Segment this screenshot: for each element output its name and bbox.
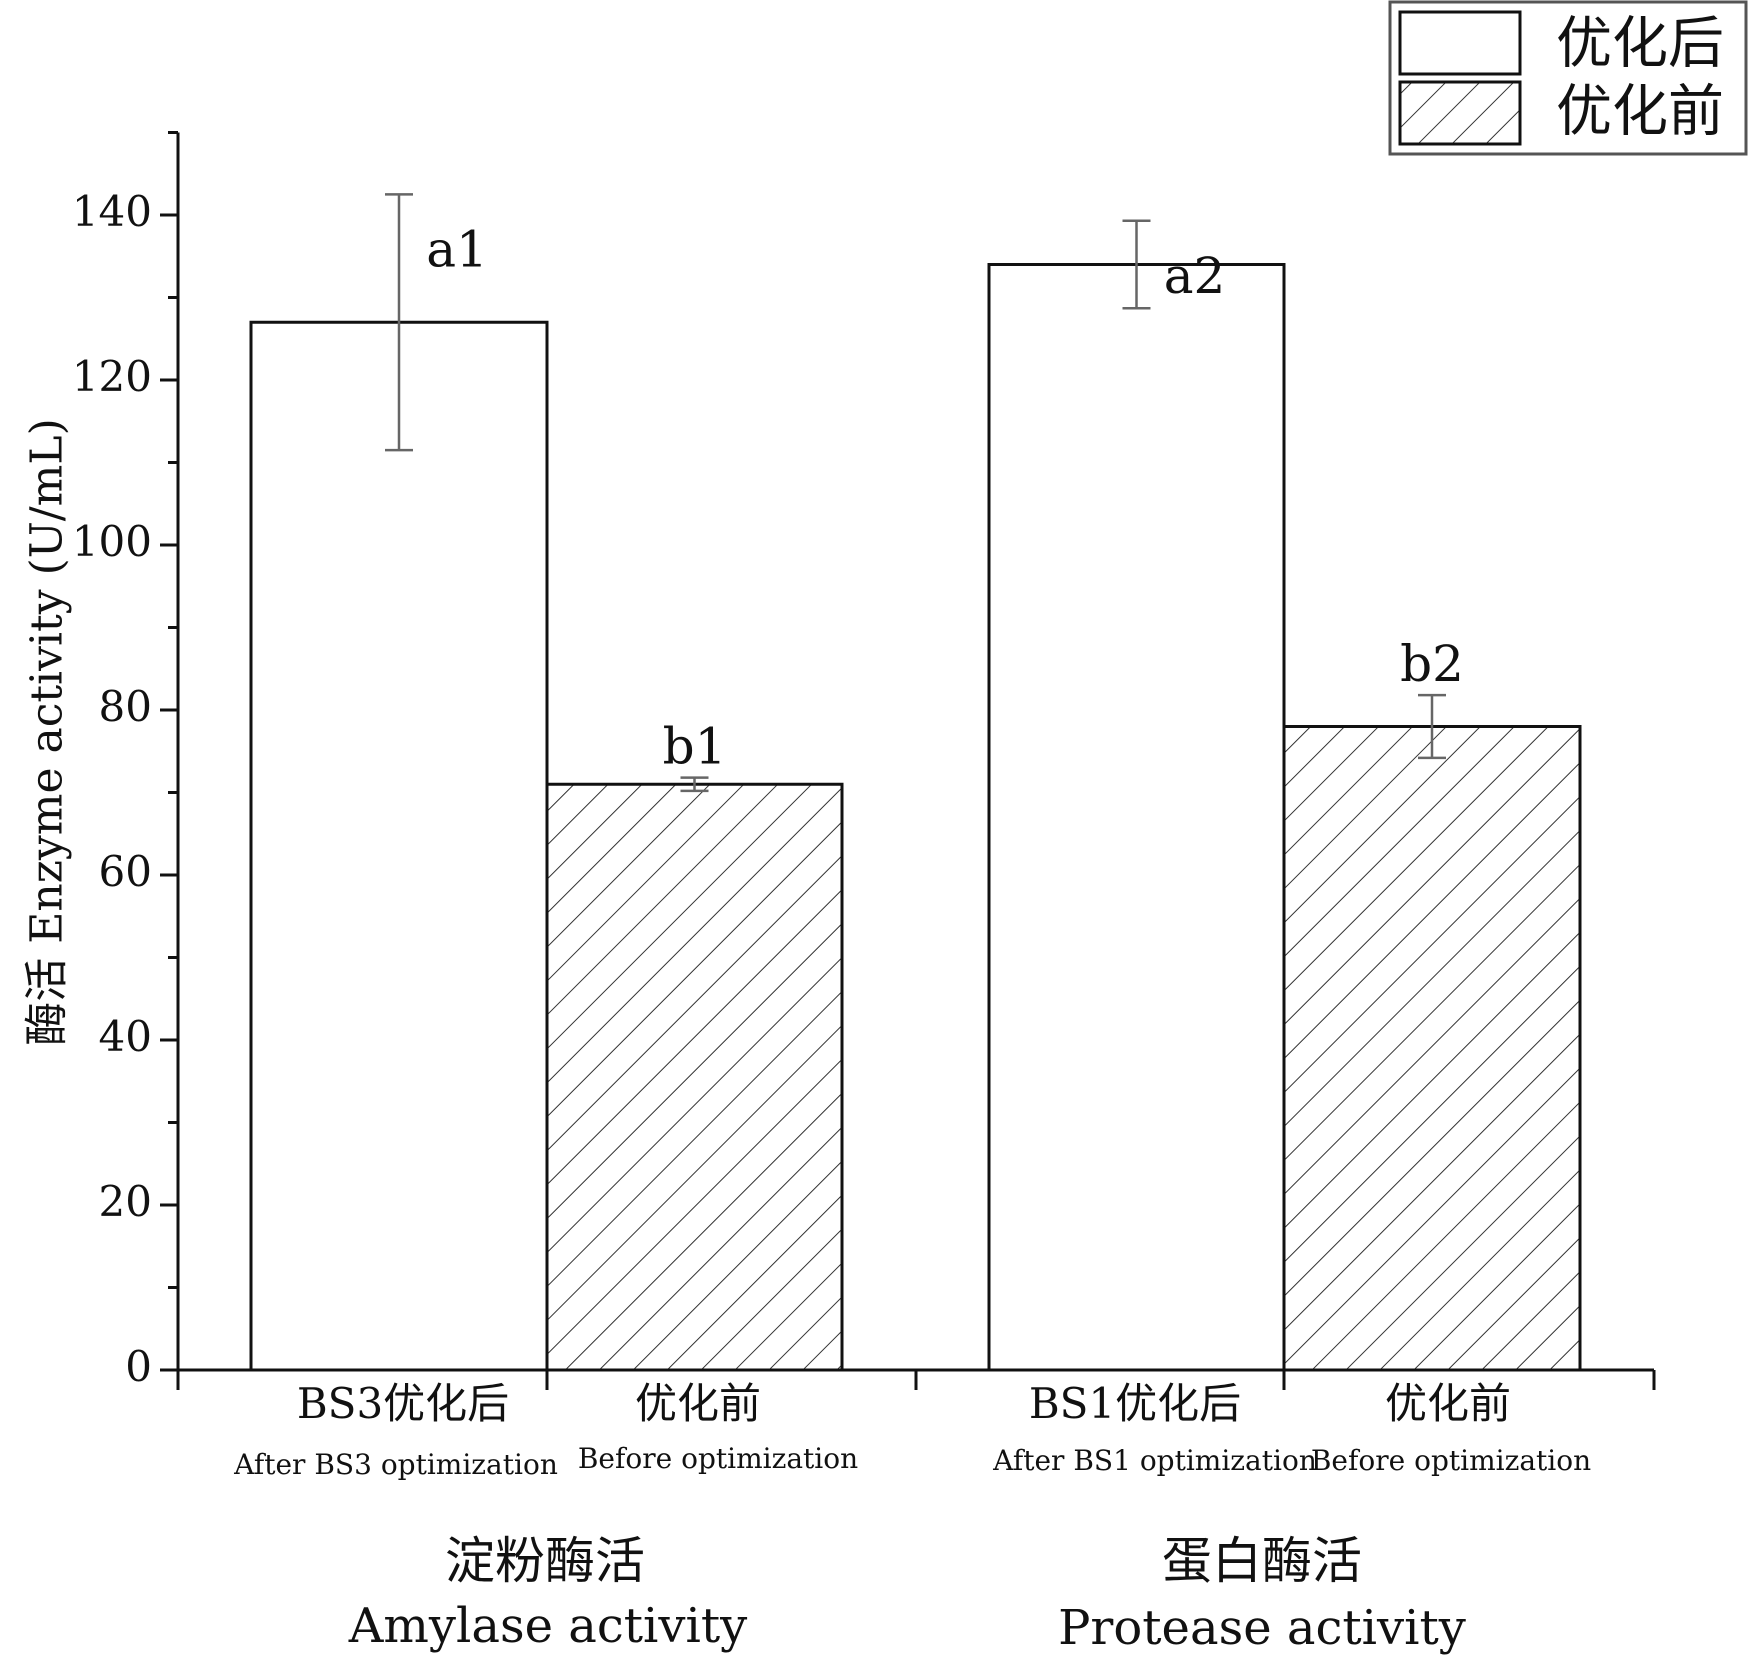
category-label-cn: BS3优化后: [297, 1379, 509, 1428]
bar: [545, 782, 844, 1372]
category-label-en: After BS3 optimization: [233, 1448, 558, 1481]
significance-label: a2: [1164, 247, 1226, 305]
bar: [1282, 725, 1582, 1372]
y-tick-label: 100: [72, 517, 152, 566]
legend-swatch-before: [1398, 80, 1522, 146]
category-labels: BS3优化后 After BS3 optimization 优化前 Before…: [233, 1379, 1591, 1481]
significance-label: b2: [1400, 635, 1464, 693]
category-label-en: After BS1 optimization: [992, 1444, 1317, 1477]
legend: 优化后 优化前: [1388, 0, 1748, 156]
category-label-cn: 优化前: [635, 1379, 761, 1428]
legend-swatch-after: [1398, 10, 1522, 76]
y-tick-label: 140: [72, 187, 152, 236]
category-label-en: Before optimization: [578, 1442, 858, 1475]
legend-label-after: 优化后: [1556, 12, 1724, 77]
y-tick-label: 0: [125, 1342, 152, 1391]
plot-area: a1 b1 a2 b2 0 20 40 60 80 100 120 140: [72, 131, 1656, 1391]
bar: [249, 320, 549, 1372]
group-label-en: Protease activity: [1058, 1600, 1466, 1655]
y-axis-title: 酶活 Enzyme activity (U/mL): [22, 418, 73, 1046]
y-tick-label: 20: [99, 1177, 152, 1226]
group-labels: 淀粉酶活 Amylase activity 蛋白酶活 Protease acti…: [348, 1532, 1466, 1655]
category-label-cn: 优化前: [1385, 1379, 1511, 1428]
category-label-cn: BS1优化后: [1029, 1379, 1241, 1428]
y-tick-label: 40: [99, 1012, 152, 1061]
group-label-en: Amylase activity: [348, 1598, 748, 1654]
y-tick-label: 80: [99, 682, 152, 731]
significance-label: a1: [426, 220, 488, 278]
group-label-cn: 蛋白酶活: [1162, 1532, 1362, 1590]
group-label-cn: 淀粉酶活: [445, 1532, 645, 1590]
y-tick-label: 120: [72, 352, 152, 401]
category-label-en: Before optimization: [1311, 1444, 1591, 1477]
legend-label-before: 优化前: [1556, 80, 1724, 145]
bar: [987, 263, 1286, 1372]
y-tick-label: 60: [99, 847, 152, 896]
significance-label: b1: [663, 718, 727, 776]
